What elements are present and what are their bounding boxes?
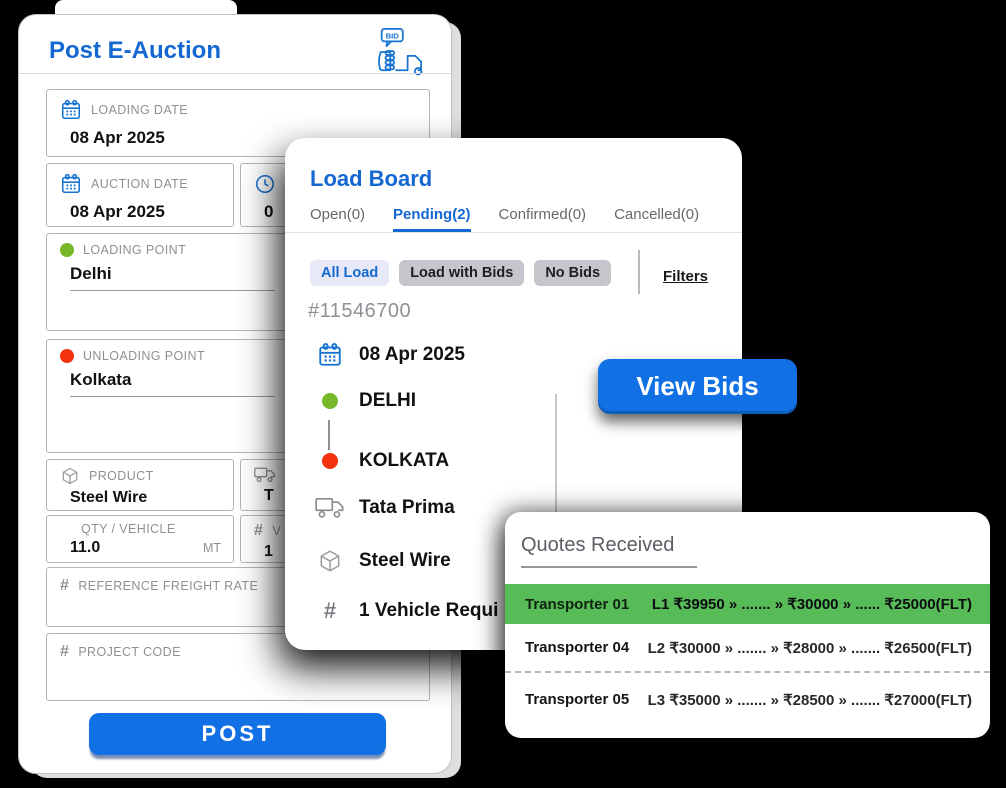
qty-unit: MT [202,541,221,555]
load-vehicle-count-row: # 1 Vehicle Requi [315,598,499,624]
calendar-icon [60,173,82,195]
unloading-point-value: Kolkata [70,370,275,397]
hash-icon: # [323,598,337,623]
quote-row-highlighted[interactable]: Transporter 01 L1 ₹39950 » ....... » ₹30… [505,584,990,624]
auction-time-value: 0 [264,202,274,221]
tabs-divider [285,232,742,233]
transporter-name: Transporter 01 [525,595,630,613]
package-icon [60,466,80,486]
load-date-row: 08 Apr 2025 [315,342,465,368]
load-destination-row: KOLKATA [315,450,449,472]
load-date: 08 Apr 2025 [359,344,465,365]
background-card-edge [55,0,237,16]
loading-point-value: Delhi [70,264,275,291]
hash-icon: # [60,643,70,660]
page-title: Post E-Auction [49,37,221,64]
bid-truck-icon: BID [369,27,427,77]
load-vehicle-required: 1 Vehicle Requi [359,600,499,621]
package-icon [315,548,345,574]
load-board-tabs: Open(0) Pending(2) Confirmed(0) Cancelle… [310,206,742,242]
auction-date-value: 08 Apr 2025 [70,202,165,221]
load-vehicle-row: Tata Prima [315,496,455,520]
loading-date-value: 08 Apr 2025 [70,128,165,147]
product-value: Steel Wire [70,489,148,506]
route-connector-line [328,420,330,450]
field-label: AUCTION DATE [91,177,188,191]
field-label: REFERENCE FREIGHT RATE [78,579,259,593]
field-label: LOADING POINT [83,243,187,257]
qty-vehicle-field[interactable]: QTY / VEHICLE 11.0 MT [46,515,234,563]
project-code-field[interactable]: # PROJECT CODE [46,633,430,701]
svg-text:BID: BID [386,32,400,41]
field-label: V [272,524,282,538]
transporter-name: Transporter 05 [525,691,630,708]
load-board-title: Load Board [310,166,433,191]
load-product: Steel Wire [359,550,451,571]
chip-all-load[interactable]: All Load [310,260,390,286]
filters-link[interactable]: Filters [663,268,709,285]
tab-confirmed[interactable]: Confirmed(0) [498,206,587,223]
load-filter-chips: All Load Load with Bids No Bids [310,260,612,286]
load-origin: DELHI [359,390,416,411]
tab-pending[interactable]: Pending(2) [393,206,471,232]
hash-icon: # [60,577,70,594]
field-label: PRODUCT [89,469,154,483]
field-label: PROJECT CODE [78,645,181,659]
calendar-icon [60,99,82,121]
quote-values: L2 ₹30000 » ....... » ₹28000 » ....... ₹… [647,639,972,657]
field-label: LOADING DATE [91,103,188,117]
product-field[interactable]: PRODUCT Steel Wire [46,459,234,511]
vehicle-type-value: T [264,487,274,504]
quote-row[interactable]: Transporter 04 L2 ₹30000 » ....... » ₹28… [505,624,990,673]
qty-value: 11.0 [70,539,101,556]
quotes-title: Quotes Received [521,534,675,556]
field-label: QTY / VEHICLE [81,522,176,536]
transporter-name: Transporter 04 [525,639,630,656]
quote-values: L1 ₹39950 » ....... » ₹30000 » ...... ₹2… [651,596,972,613]
load-id: #11546700 [308,300,412,322]
load-destination: KOLKATA [359,450,450,471]
view-bids-button[interactable]: View Bids [598,359,797,414]
truck-icon [315,496,345,520]
tab-cancelled[interactable]: Cancelled(0) [614,206,700,223]
tab-open[interactable]: Open(0) [310,206,366,223]
quote-row[interactable]: Transporter 05 L3 ₹35000 » ....... » ₹28… [505,675,990,724]
hash-icon: # [254,522,264,539]
clock-icon [254,173,276,195]
quotes-received-card: Quotes Received Transporter 01 L1 ₹39950… [505,512,990,738]
auction-date-field[interactable]: AUCTION DATE 08 Apr 2025 [46,163,234,227]
chip-no-bids[interactable]: No Bids [534,260,612,286]
chip-load-with-bids[interactable]: Load with Bids [399,260,525,286]
field-label: UNLOADING POINT [83,349,205,363]
vehicle-count-value: 1 [264,543,273,560]
post-button[interactable]: POST [89,713,386,755]
truck-icon [254,466,276,484]
header-divider [19,73,451,74]
calendar-icon [315,342,345,368]
unloading-point-dot-icon [60,349,74,363]
loading-point-dot-icon [60,243,74,257]
quotes-title-underline [521,566,697,568]
load-product-row: Steel Wire [315,548,451,574]
filters-divider [638,250,640,294]
destination-dot-icon [322,453,338,469]
load-origin-row: DELHI [315,390,416,412]
origin-dot-icon [322,393,338,409]
load-vehicle: Tata Prima [359,497,455,518]
quote-values: L3 ₹35000 » ....... » ₹28500 » ....... ₹… [647,691,972,709]
